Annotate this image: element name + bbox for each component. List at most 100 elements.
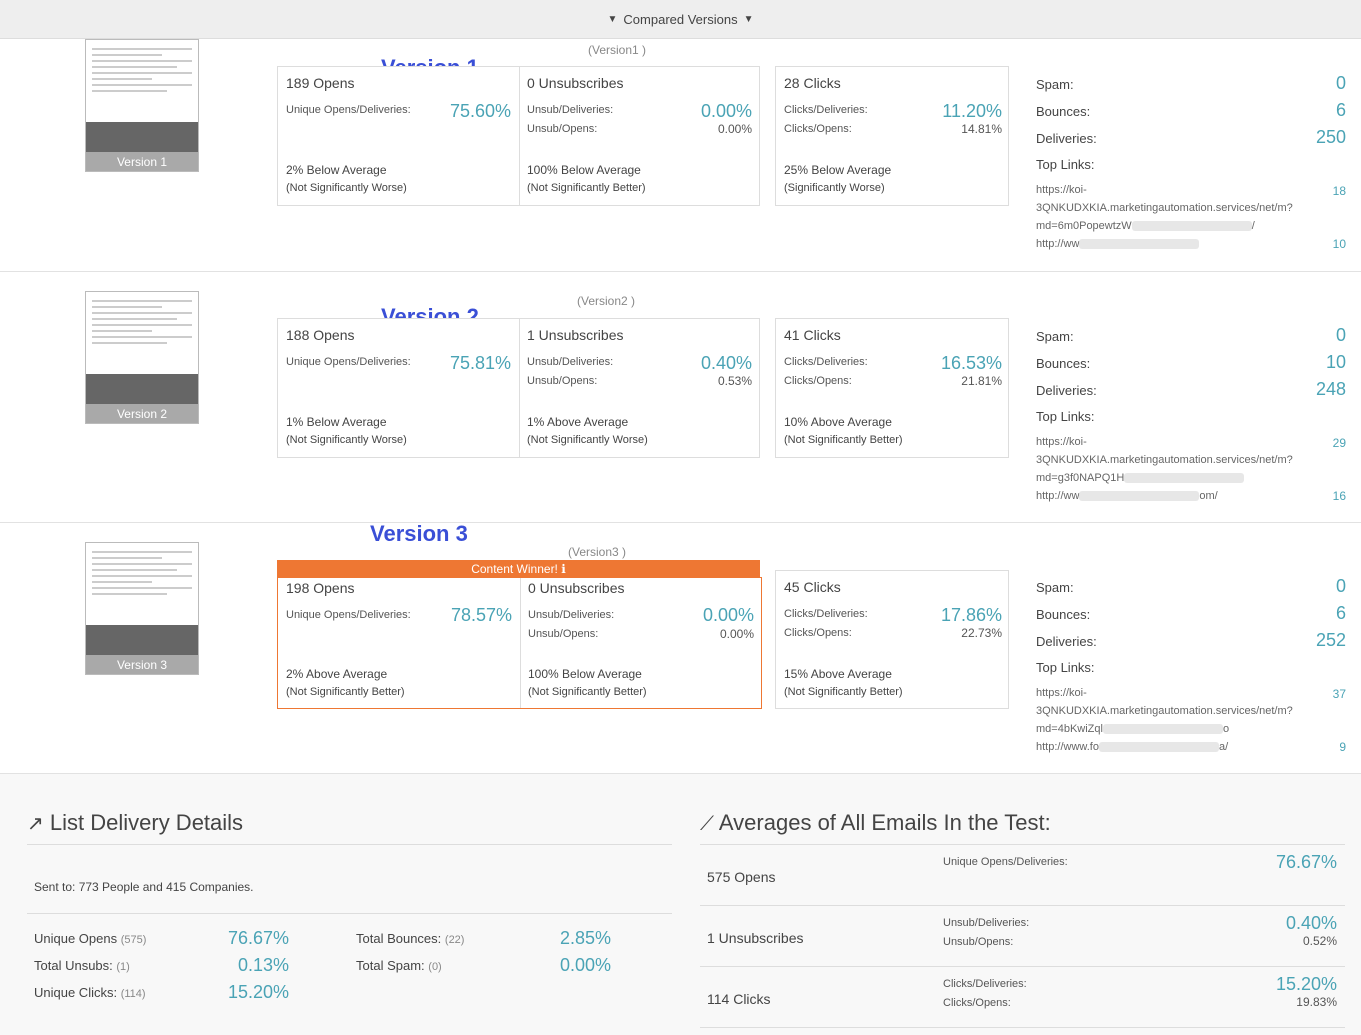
total-unsubs-label: Total Unsubs: (1) <box>34 958 130 973</box>
opens-rate: 75.81% <box>449 353 511 373</box>
unsub-deliveries-rate: 0.40% <box>700 353 752 373</box>
clicks-opens-rate: 21.81% <box>961 374 1002 388</box>
version-id: (Version3 ) <box>568 545 627 559</box>
opens-count: 188 Opens <box>286 327 355 343</box>
bounces-value: 10 <box>1325 352 1346 372</box>
top-link-1[interactable]: https://koi- 3QNKUDXKIA.marketingautomati… <box>1036 436 1293 484</box>
deliveries-label: Deliveries: <box>1036 131 1097 146</box>
version-id: (Version2 ) <box>577 294 636 308</box>
version-row-2: Version 2 Version 2 (Version2 ) 188 Open… <box>0 272 1361 523</box>
clicks-cell: 28 Clicks Clicks/Deliveries: Clicks/Open… <box>776 67 1010 205</box>
top-link-2[interactable]: http://www.fo a/ <box>1036 741 1229 753</box>
unsub-deliveries-label: Unsub/Deliveries: <box>527 104 614 116</box>
unique-clicks-value: 15.20% <box>227 982 289 1002</box>
clicks-deliveries-rate: 16.53% <box>940 353 1002 373</box>
top-links-label: Top Links: <box>1036 660 1095 675</box>
opens-rate-label: Unique Opens/Deliveries: <box>286 104 411 116</box>
clicks-count: 28 Clicks <box>784 75 841 91</box>
avg-clicks-count: 114 Clicks <box>707 991 771 1007</box>
total-bounces-value: 2.85% <box>559 928 611 948</box>
unique-opens-label: Unique Opens (575) <box>34 931 147 946</box>
clicks-count: 41 Clicks <box>784 327 841 343</box>
clicks-opens-rate: 14.81% <box>961 122 1002 136</box>
opens-cell: 189 Opens Unique Opens/Deliveries: 75.60… <box>278 67 519 205</box>
unsub-opens-rate: 0.53% <box>717 374 752 388</box>
link-2-count: 16 <box>1332 489 1346 503</box>
unsubs-cell: 0 Unsubscribes Unsub/Deliveries: Unsub/O… <box>519 67 760 205</box>
content-winner-badge[interactable]: Content Winner! ℹ <box>277 560 760 578</box>
bounces-label: Bounces: <box>1036 104 1091 119</box>
link-2-count: 10 <box>1332 237 1346 251</box>
email-thumbnail[interactable]: Version 3 <box>85 542 199 675</box>
opens-rate: 75.60% <box>449 101 511 121</box>
unsubs-count: 1 Unsubscribes <box>527 327 624 343</box>
clicks-opens-label: Clicks/Opens: <box>784 375 852 387</box>
opens-significance: (Not Significantly Better) <box>286 686 405 698</box>
opens-count: 189 Opens <box>286 75 355 91</box>
top-link-1[interactable]: https://koi- 3QNKUDXKIA.marketingautomati… <box>1036 184 1293 232</box>
averages-opens-row: 575 Opens Unique Opens/Deliveries: 76.67… <box>700 845 1345 906</box>
unsubs-cell: 0 Unsubscribes Unsub/Deliveries: Unsub/O… <box>520 578 762 708</box>
link-1-count: 29 <box>1332 436 1346 450</box>
top-link-2[interactable]: http://ww om/ <box>1036 490 1218 502</box>
clicks-significance: (Significantly Worse) <box>784 182 885 194</box>
unsubs-significance: (Not Significantly Better) <box>527 182 646 194</box>
opens-cell: 198 Opens Unique Opens/Deliveries: 78.57… <box>278 578 520 708</box>
clicks-cell: 45 Clicks Clicks/Deliveries: Clicks/Open… <box>776 571 1010 708</box>
clicks-opens-label: Clicks/Opens: <box>784 627 852 639</box>
avg-clicks-opens-rate: 19.83% <box>1296 995 1337 1009</box>
bounces-value: 6 <box>1335 100 1346 120</box>
total-bounces-label: Total Bounces: (22) <box>356 931 465 946</box>
unsubs-average: 100% Below Average <box>528 667 642 681</box>
avg-opens-count: 575 Opens <box>707 869 776 885</box>
averages-title: ⟋ Averages of All Emails In the Test: <box>700 810 1051 835</box>
top-link-2[interactable]: http://ww <box>1036 235 1200 253</box>
list-delivery-title: ↗ List Delivery Details <box>27 810 244 835</box>
clicks-average: 10% Above Average <box>784 415 892 429</box>
avg-clicks-opens-label: Clicks/Opens: <box>943 997 1011 1009</box>
avg-unsubs-count: 1 Unsubscribes <box>707 930 804 946</box>
unique-opens-value: 76.67% <box>227 928 289 948</box>
bounces-value: 6 <box>1335 603 1346 623</box>
total-spam-value: 0.00% <box>559 955 611 975</box>
opens-count: 198 Opens <box>286 580 355 596</box>
deliveries-value: 252 <box>1315 630 1346 650</box>
caret-down-icon: ▼ <box>607 13 618 25</box>
clicks-deliveries-rate: 11.20% <box>942 101 1002 121</box>
avg-unsub-opens-label: Unsub/Opens: <box>943 936 1014 948</box>
trend-up-icon: ↗ <box>27 813 44 835</box>
link-1-count: 37 <box>1332 687 1346 701</box>
unsubs-significance: (Not Significantly Better) <box>528 686 647 698</box>
link-2-count: 9 <box>1339 740 1346 754</box>
unsub-deliveries-label: Unsub/Deliveries: <box>528 609 615 621</box>
version-id: (Version1 ) <box>588 43 647 57</box>
email-thumbnail[interactable]: Version 1 <box>85 39 199 172</box>
unsubs-average: 1% Above Average <box>527 415 629 429</box>
opens-cell: 188 Opens Unique Opens/Deliveries: 75.81… <box>278 319 519 457</box>
avg-opens-rate-label: Unique Opens/Deliveries: <box>943 856 1068 868</box>
spam-value: 0 <box>1335 73 1346 93</box>
unsub-opens-label: Unsub/Opens: <box>527 375 598 387</box>
opens-significance: (Not Significantly Worse) <box>286 182 407 194</box>
clicks-opens-rate: 22.73% <box>961 626 1002 640</box>
opens-rate-label: Unique Opens/Deliveries: <box>286 609 411 621</box>
total-spam-label: Total Spam: (0) <box>356 958 442 973</box>
opens-unsubs-box: 188 Opens Unique Opens/Deliveries: 75.81… <box>277 318 760 458</box>
version-title: Version 3 <box>370 521 468 546</box>
opens-unsubs-box: 198 Opens Unique Opens/Deliveries: 78.57… <box>277 577 762 709</box>
clicks-deliveries-label: Clicks/Deliveries: <box>784 104 868 116</box>
unsubs-cell: 1 Unsubscribes Unsub/Deliveries: Unsub/O… <box>519 319 760 457</box>
clicks-count: 45 Clicks <box>784 579 841 595</box>
compared-versions-label: Compared Versions <box>623 11 738 27</box>
total-unsubs-value: 0.13% <box>237 955 289 975</box>
top-link-1[interactable]: https://koi- 3QNKUDXKIA.marketingautomati… <box>1036 687 1293 735</box>
unsub-opens-label: Unsub/Opens: <box>528 628 599 640</box>
clicks-significance: (Not Significantly Better) <box>784 686 903 698</box>
clicks-box: 28 Clicks Clicks/Deliveries: Clicks/Open… <box>775 66 1009 206</box>
unsub-opens-rate: 0.00% <box>717 122 752 136</box>
thumbnail-label: Version 1 <box>86 152 198 171</box>
averages-unsubs-row: 1 Unsubscribes Unsub/Deliveries: Unsub/O… <box>700 906 1345 967</box>
email-thumbnail[interactable]: Version 2 <box>85 291 199 424</box>
compared-versions-toggle[interactable]: ▼ Compared Versions ▼ <box>0 0 1361 39</box>
summary-section: ↗ List Delivery Details Sent to: 773 Peo… <box>0 774 1361 1035</box>
